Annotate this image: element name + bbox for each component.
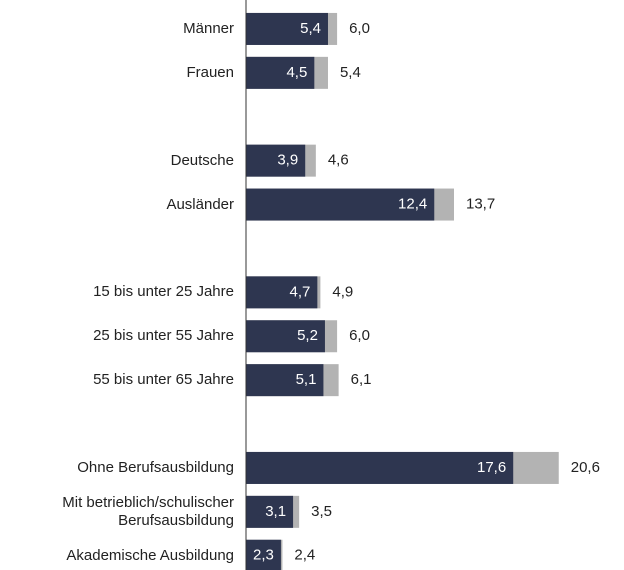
bar [246,539,281,570]
value-label: 5,4 [300,20,321,37]
bar [246,451,514,484]
value-label: 3,1 [265,503,286,520]
bar [246,12,328,45]
bar [246,56,315,89]
category-label: 15 bis unter 25 Jahre [93,283,234,301]
category-label: Ausländer [166,195,234,213]
value-label: 13,7 [466,196,495,213]
value-label: 4,5 [286,64,307,81]
value-label: 5,2 [297,327,318,344]
category-label: Deutsche [170,151,234,169]
bar [246,188,435,221]
category-label: 25 bis unter 55 Jahre [93,327,234,345]
value-label: 5,1 [296,371,317,388]
category-label: Frauen [186,63,234,81]
value-label: 2,4 [294,547,315,564]
category-label: Akademische Ausbildung [66,546,234,564]
value-label: 12,4 [398,196,427,213]
value-label: 3,5 [311,503,332,520]
category-label: Männer [183,19,234,37]
category-label: Mit betrieblich/schulischer Berufsausbil… [62,493,234,529]
category-label: 55 bis unter 65 Jahre [93,371,234,389]
value-label: 4,7 [289,283,310,300]
value-label: 5,4 [340,64,361,81]
value-label: 20,6 [571,459,600,476]
value-label: 6,1 [351,371,372,388]
bar [246,320,325,353]
bar [246,144,306,177]
value-label: 2,3 [253,547,274,564]
category-label: Ohne Berufsausbildung [77,458,234,476]
value-label: 6,0 [349,327,370,344]
value-label: 6,0 [349,20,370,37]
bar [246,276,318,309]
value-label: 4,6 [328,152,349,169]
bar [246,364,324,397]
bar [246,495,294,528]
value-label: 4,9 [332,283,353,300]
value-label: 3,9 [277,152,298,169]
value-label: 17,6 [477,459,506,476]
